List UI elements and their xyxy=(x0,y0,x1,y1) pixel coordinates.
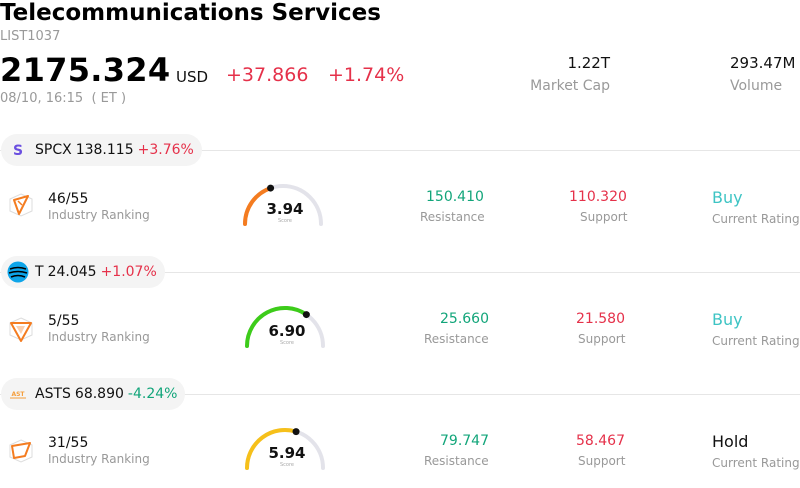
market-cap-value: 1.22T xyxy=(567,54,610,72)
stock-pill-t[interactable]: T 24.045 +1.07% xyxy=(1,256,165,288)
currency-label: USD xyxy=(176,68,209,86)
stock-price: 138.115 xyxy=(75,142,134,158)
industry-rank: 5/55 xyxy=(48,313,80,329)
section-divider xyxy=(0,150,800,151)
support-value: 110.320 xyxy=(569,189,627,205)
stock-pill-asts[interactable]: AST ASTS 68.890 -4.24% xyxy=(1,378,186,410)
market-cap-label: Market Cap xyxy=(530,78,610,94)
resistance-value: 79.747 xyxy=(440,433,489,449)
industry-ranking-icon xyxy=(9,193,33,217)
current-rating-label: Current Rating xyxy=(712,456,800,470)
stock-change: -4.24% xyxy=(127,386,178,402)
stock-symbol: ASTS xyxy=(35,386,71,402)
current-rating: Hold xyxy=(712,432,749,451)
resistance-value: 150.410 xyxy=(426,189,484,205)
att-logo-icon xyxy=(7,261,29,283)
score-value: 5.94 xyxy=(268,444,306,462)
resistance-label: Resistance xyxy=(424,332,489,346)
support-label: Support xyxy=(578,332,626,346)
index-price: 2175.324 xyxy=(0,51,171,89)
price-change-percent: +1.74% xyxy=(328,64,405,86)
industry-rank-label: Industry Ranking xyxy=(48,208,150,222)
support-label: Support xyxy=(578,454,626,468)
score-value: 3.94 xyxy=(266,200,304,218)
page-title: Telecommunications Services xyxy=(0,0,381,26)
asts-logo-icon: AST xyxy=(7,383,29,405)
resistance-label: Resistance xyxy=(424,454,489,468)
section-divider xyxy=(0,272,800,273)
support-value: 21.580 xyxy=(576,311,625,327)
price-change: +37.866 xyxy=(226,64,309,86)
score-gauge xyxy=(245,305,325,348)
industry-rank: 46/55 xyxy=(48,191,89,207)
volume-label: Volume xyxy=(730,78,783,94)
stock-symbol: SPCX xyxy=(35,142,72,158)
current-rating-label: Current Rating xyxy=(712,212,800,226)
score-gauge xyxy=(243,183,323,226)
current-rating: Buy xyxy=(712,310,743,329)
current-rating-label: Current Rating xyxy=(712,334,800,348)
score-label: Score xyxy=(277,218,292,224)
industry-ranking-icon xyxy=(9,317,33,342)
score-label: Score xyxy=(279,462,294,468)
svg-text:AST: AST xyxy=(11,391,25,398)
support-value: 58.467 xyxy=(576,433,625,449)
volume-value: 293.47M xyxy=(730,54,796,72)
stock-price: 68.890 xyxy=(74,386,124,402)
stock-symbol: T xyxy=(35,264,44,280)
industry-rank-label: Industry Ranking xyxy=(48,452,150,466)
resistance-label: Resistance xyxy=(420,210,485,224)
section-divider xyxy=(0,394,800,395)
score-label: Score xyxy=(279,340,294,346)
resistance-value: 25.660 xyxy=(440,311,489,327)
industry-rank: 31/55 xyxy=(48,435,89,451)
current-rating: Buy xyxy=(712,188,743,207)
support-label: Support xyxy=(580,210,628,224)
score-gauge xyxy=(245,427,325,470)
list-code: LIST1037 xyxy=(0,29,61,44)
stock-price: 24.045 xyxy=(47,264,97,280)
svg-text:S: S xyxy=(13,143,23,158)
score-value: 6.90 xyxy=(268,322,306,340)
stock-pill-spcx[interactable]: S SPCX 138.115 +3.76% xyxy=(1,134,202,166)
industry-ranking-icon xyxy=(9,439,33,463)
spcx-logo-icon: S xyxy=(7,139,29,161)
timestamp: 08/10, 16:15 ( ET ) xyxy=(0,91,127,106)
industry-rank-label: Industry Ranking xyxy=(48,330,150,344)
stock-change: +3.76% xyxy=(137,142,194,158)
stock-change: +1.07% xyxy=(100,264,157,280)
